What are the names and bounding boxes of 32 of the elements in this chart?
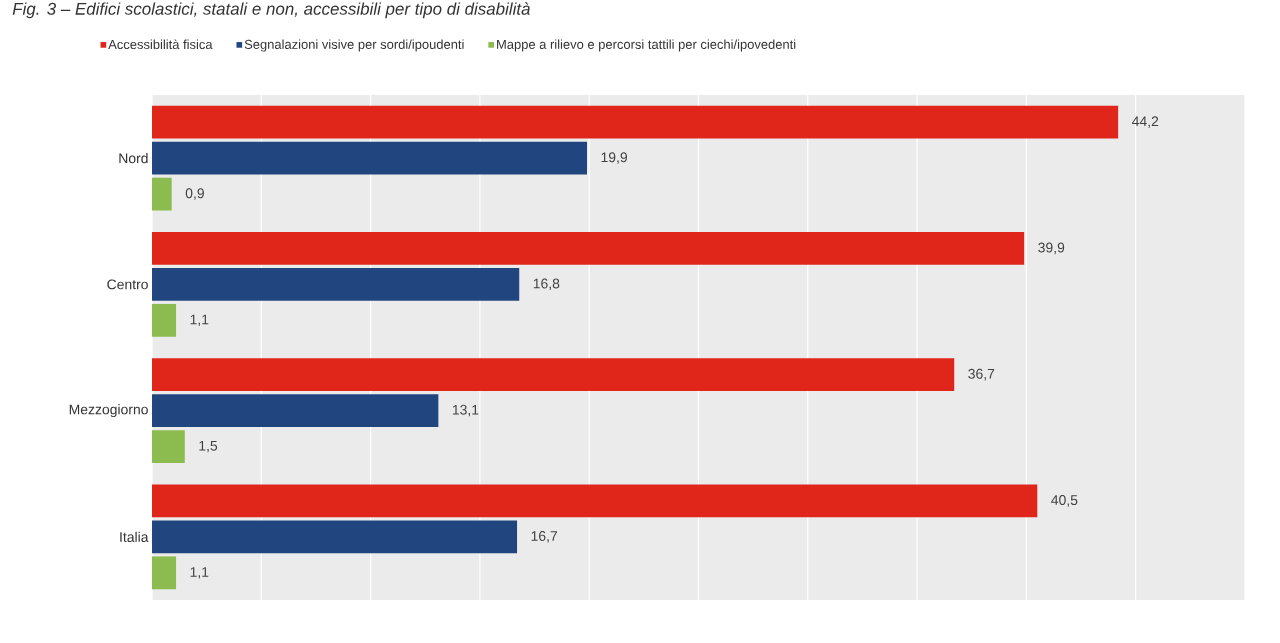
data-label: 44,2 <box>1132 116 1159 128</box>
y-tick-label: Nord <box>119 152 148 164</box>
bar <box>152 430 185 464</box>
data-label: 16,8 <box>533 278 560 291</box>
bar <box>152 267 520 301</box>
y-tick-label: Mezzogiorno <box>69 404 148 418</box>
bar <box>152 177 172 211</box>
data-label: 19,9 <box>601 152 627 164</box>
data-label: 16,7 <box>531 531 558 543</box>
bar <box>152 105 1119 139</box>
legend-label: Segnalazioni visive per sordi/ipoudenti <box>244 39 464 52</box>
bar <box>152 231 1025 265</box>
bar <box>152 303 177 337</box>
bar <box>152 358 955 392</box>
legend-label: Accessibilità fisica <box>108 39 213 50</box>
data-label: 36,7 <box>968 368 995 381</box>
bar <box>152 484 1038 518</box>
data-label: 0,9 <box>185 188 204 200</box>
data-label: 1,5 <box>199 440 218 453</box>
legend-label: Mappe a rilievo e percorsi tattili per ciechi/ipovedenti <box>497 39 796 52</box>
bar <box>152 520 518 554</box>
data-label: 13,1 <box>452 404 479 417</box>
y-tick-label: Italia <box>120 531 149 542</box>
data-label: 1,1 <box>190 314 209 327</box>
chart-title: Fig. 3 – Edifici scolastici, statali e non, accessibili per tipo di disabilità <box>12 2 530 19</box>
bar <box>152 556 177 590</box>
y-tick-label: Centro <box>107 279 148 290</box>
data-label: 1,1 <box>190 567 209 579</box>
data-label: 40,5 <box>1051 495 1078 507</box>
data-label: 39,9 <box>1038 242 1065 255</box>
bar <box>152 141 587 175</box>
bar <box>152 394 439 428</box>
